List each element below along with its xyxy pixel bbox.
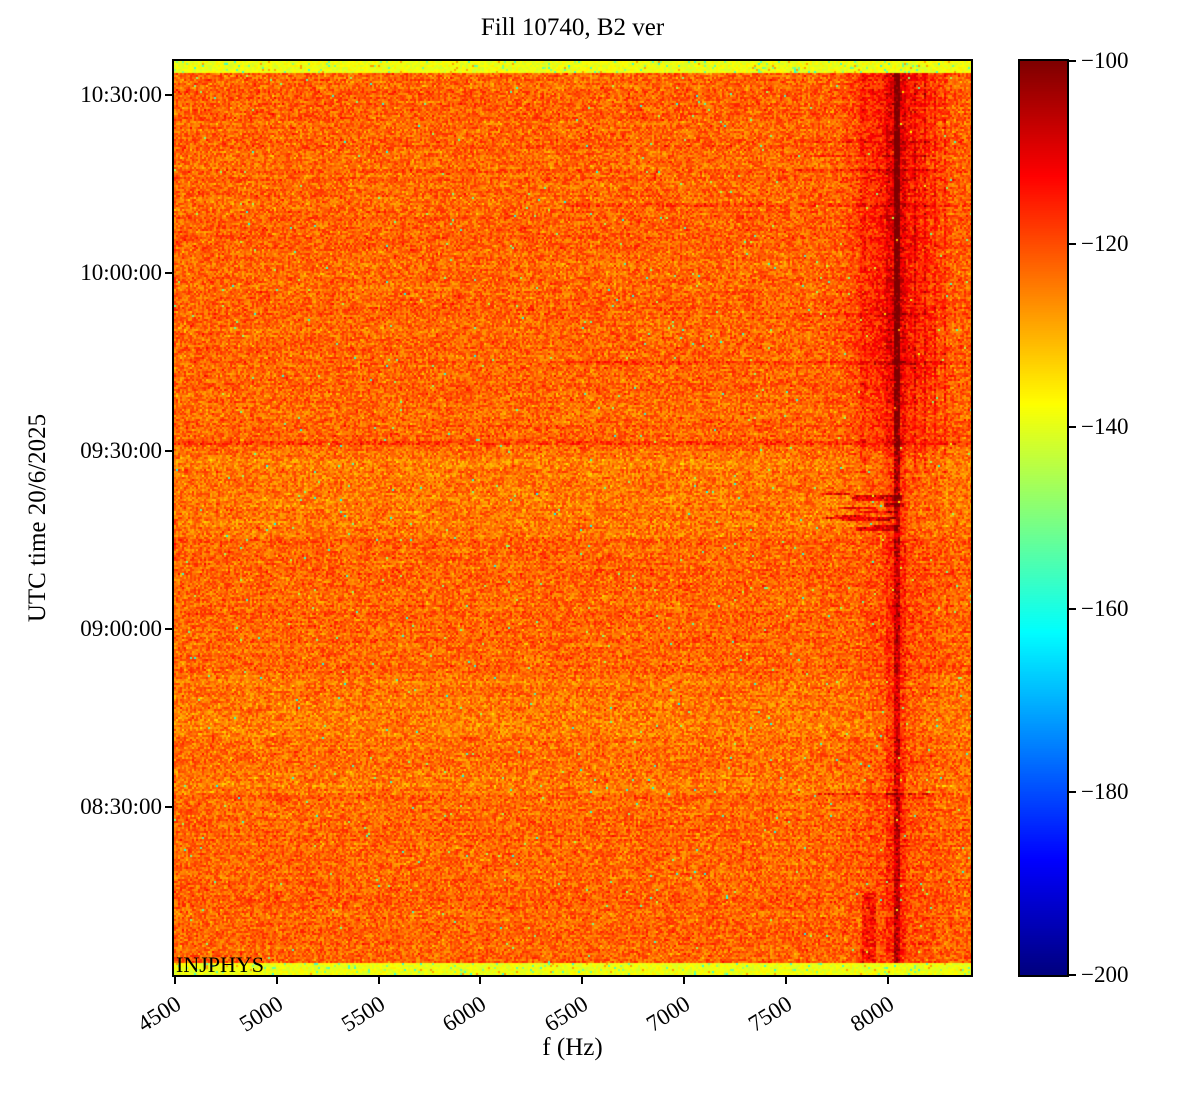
x-tick-mark <box>886 977 889 984</box>
colorbar-tick-mark <box>1069 425 1076 428</box>
colorbar-tick-label: −160 <box>1081 596 1129 622</box>
x-tick-mark <box>275 977 278 984</box>
x-tick-mark <box>174 977 177 984</box>
colorbar-tick-label: −120 <box>1081 230 1129 256</box>
colorbar-tick-label: −180 <box>1081 779 1129 805</box>
x-tick-label: 7000 <box>641 991 695 1037</box>
x-tick-label: 8000 <box>845 991 898 1037</box>
x-tick-label: 5500 <box>336 991 389 1037</box>
y-tick-mark <box>165 806 172 808</box>
x-tick-label: 5000 <box>234 991 288 1037</box>
x-tick-mark <box>479 977 482 984</box>
x-axis-label: f (Hz) <box>542 1034 603 1061</box>
x-tick-mark <box>682 977 685 984</box>
x-tick-mark <box>581 977 584 984</box>
x-tick-label: 6500 <box>540 991 593 1037</box>
colorbar-tick-mark <box>1069 60 1076 62</box>
y-tick-label: 10:30:00 <box>80 82 162 107</box>
colorbar-tick-mark <box>1069 242 1076 245</box>
x-tick-label: 7500 <box>743 991 796 1037</box>
y-tick-mark <box>165 271 172 274</box>
y-tick-mark <box>165 450 172 452</box>
x-tick-label: 6000 <box>438 991 491 1037</box>
x-tick-mark <box>784 977 787 984</box>
colorbar-tick-label: −200 <box>1081 962 1129 987</box>
x-tick-mark <box>377 977 380 984</box>
colorbar-tick-mark <box>1069 791 1076 794</box>
colorbar-tick-label: −140 <box>1081 413 1129 439</box>
y-tick-mark <box>165 627 172 630</box>
colorbar-tick-mark <box>1069 608 1076 611</box>
plot-annotation: INJPHYS <box>176 952 265 977</box>
spectrogram-heatmap <box>174 61 971 975</box>
x-tick-label: 4500 <box>133 991 186 1037</box>
colorbar-tick-label: −100 <box>1081 48 1129 73</box>
y-tick-label: 10:00:00 <box>80 259 162 285</box>
y-tick-label: 08:30:00 <box>80 794 162 819</box>
y-tick-mark <box>165 94 172 96</box>
y-axis-label: UTC time 20/6/2025 <box>24 413 51 623</box>
plot-title: Fill 10740, B2 ver <box>480 14 665 41</box>
colorbar <box>1020 61 1067 975</box>
colorbar-tick-mark <box>1069 974 1076 976</box>
